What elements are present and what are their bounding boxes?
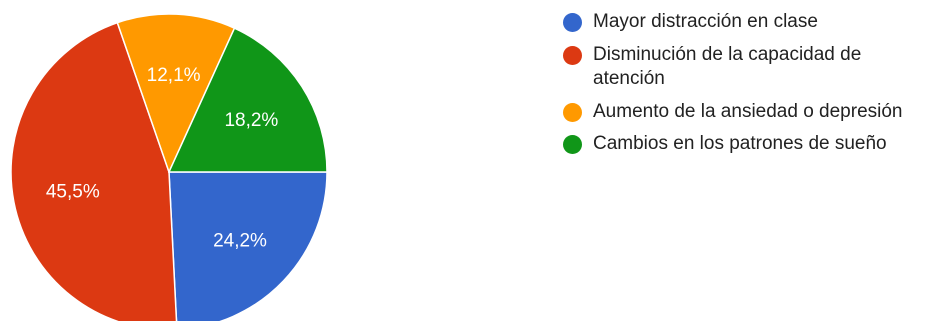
legend-label-distraccion: Mayor distracción en clase bbox=[593, 11, 818, 32]
pie-slice-distraccion[interactable] bbox=[168, 171, 328, 321]
pie-slice-sueno[interactable] bbox=[167, 27, 328, 173]
legend-swatch-sueno bbox=[563, 135, 582, 154]
legend-label-atencion: Disminución de la capacidad de atención bbox=[593, 43, 862, 90]
legend-swatch-atencion bbox=[563, 45, 582, 65]
pie-slice-label-distraccion: 24,2% bbox=[213, 231, 267, 252]
legend: Mayor distracción en clase Disminución d… bbox=[563, 10, 937, 165]
legend-item-distraccion[interactable]: Mayor distracción en clase bbox=[563, 10, 937, 35]
legend-label-sueno: Cambios en los patrones de sueño bbox=[593, 133, 887, 154]
legend-label-ansiedad: Aumento de la ansiedad o depresión bbox=[593, 100, 903, 122]
pie-slice-label-ansiedad: 12,1% bbox=[147, 65, 201, 86]
pie-slices bbox=[10, 13, 328, 321]
legend-item-ansiedad[interactable]: Aumento de la ansiedad o depresión bbox=[563, 100, 937, 125]
pie-slice-label-atencion: 45,5% bbox=[46, 182, 100, 203]
legend-swatch-distraccion bbox=[563, 13, 582, 32]
pie-slice-labels: 24,2% 45,5% 12,1% 18,2% bbox=[46, 65, 279, 251]
legend-item-sueno[interactable]: Cambios en los patrones de sueño bbox=[563, 132, 937, 157]
legend-item-atencion[interactable]: Disminución de la capacidad de atención bbox=[563, 43, 937, 92]
pie-slice-ansiedad[interactable] bbox=[116, 13, 236, 175]
legend-swatch-ansiedad bbox=[563, 102, 582, 122]
pie-slice-label-sueno: 18,2% bbox=[224, 110, 278, 131]
